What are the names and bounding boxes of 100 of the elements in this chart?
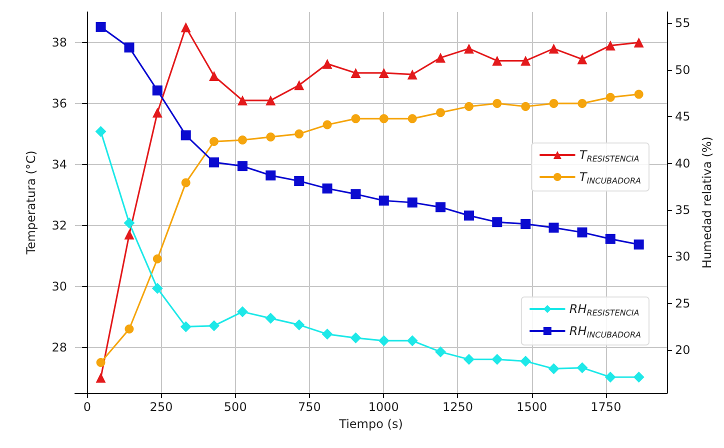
y-tick-label: 34 xyxy=(52,157,67,172)
y2-tick-label: 20 xyxy=(675,343,690,358)
point xyxy=(435,346,446,358)
point xyxy=(577,227,588,238)
point xyxy=(210,137,219,146)
point xyxy=(237,95,248,106)
y2-tick-label: 25 xyxy=(675,296,690,310)
x-tick-label: 1250 xyxy=(442,400,473,414)
y2-axis-title: Humedad relativa (%) xyxy=(700,136,714,268)
point xyxy=(350,68,361,78)
y-tick-label: 36 xyxy=(52,96,67,110)
y2-tick-label: 45 xyxy=(675,110,690,124)
point xyxy=(266,170,276,180)
point xyxy=(209,71,220,82)
point xyxy=(378,335,390,346)
point xyxy=(124,230,134,240)
point xyxy=(436,108,446,118)
point xyxy=(180,321,192,332)
point xyxy=(294,319,305,330)
point xyxy=(236,306,248,318)
x-tick-label: 750 xyxy=(298,400,321,414)
x-tick-label: 250 xyxy=(150,400,173,414)
point xyxy=(378,68,389,78)
point xyxy=(378,196,389,206)
point xyxy=(180,130,191,140)
y2-tick-label: 35 xyxy=(675,202,690,217)
point xyxy=(408,114,417,124)
point xyxy=(605,40,616,51)
point xyxy=(152,282,163,294)
y2-tick-label: 55 xyxy=(675,16,690,30)
y-tick-label: 28 xyxy=(52,340,67,354)
point xyxy=(181,178,190,188)
point xyxy=(124,42,134,52)
point xyxy=(463,354,474,365)
point xyxy=(464,102,474,111)
point xyxy=(180,22,191,32)
point xyxy=(464,210,474,221)
point xyxy=(436,52,446,63)
point xyxy=(464,44,474,54)
x-tick-label: 1750 xyxy=(590,400,622,414)
point xyxy=(548,44,559,54)
y-tick-label: 30 xyxy=(52,279,67,294)
y-tick-label: 38 xyxy=(52,35,67,50)
point xyxy=(634,90,644,99)
point xyxy=(124,324,134,334)
y2-tick-label: 50 xyxy=(675,62,690,77)
point xyxy=(436,202,446,212)
point xyxy=(294,129,304,138)
point xyxy=(322,328,333,340)
point xyxy=(96,22,106,32)
x-tick-label: 500 xyxy=(224,400,247,414)
point xyxy=(576,362,588,374)
point xyxy=(407,198,418,208)
point xyxy=(238,136,247,145)
point xyxy=(406,335,418,346)
point xyxy=(634,37,644,48)
point xyxy=(605,234,616,244)
point xyxy=(237,161,248,172)
point xyxy=(124,218,135,229)
point xyxy=(492,56,502,66)
point xyxy=(152,85,162,96)
point xyxy=(549,98,558,108)
point xyxy=(492,354,503,365)
point xyxy=(521,102,530,111)
point xyxy=(520,218,531,229)
point xyxy=(351,114,360,124)
point xyxy=(606,92,615,102)
y-axis-title: Temperatura (°C) xyxy=(24,150,38,256)
point xyxy=(266,132,276,142)
point xyxy=(208,320,220,332)
x-tick-label: 1000 xyxy=(368,400,399,414)
point xyxy=(379,114,388,124)
point xyxy=(294,80,304,90)
point xyxy=(209,157,220,168)
point xyxy=(96,372,106,383)
point xyxy=(492,217,502,228)
point xyxy=(578,98,587,108)
y2-tick-label: 30 xyxy=(675,250,690,264)
x-tick-label: 1500 xyxy=(516,400,548,414)
point xyxy=(520,56,531,66)
point xyxy=(634,240,644,250)
y2-tick-label: 40 xyxy=(675,156,690,170)
point xyxy=(577,54,588,64)
point xyxy=(266,95,276,106)
point xyxy=(492,98,502,108)
x-axis-title: Tiempo (s) xyxy=(338,416,403,431)
point xyxy=(633,372,644,383)
x-tick-label: 0 xyxy=(83,400,91,414)
point xyxy=(322,120,332,130)
point xyxy=(152,254,162,264)
point xyxy=(322,183,332,194)
point xyxy=(520,356,532,367)
point xyxy=(548,222,559,233)
point xyxy=(350,332,362,344)
point xyxy=(350,189,361,200)
point xyxy=(96,358,106,368)
point xyxy=(604,372,616,383)
point xyxy=(294,176,304,186)
point xyxy=(95,126,106,138)
point xyxy=(548,363,560,374)
